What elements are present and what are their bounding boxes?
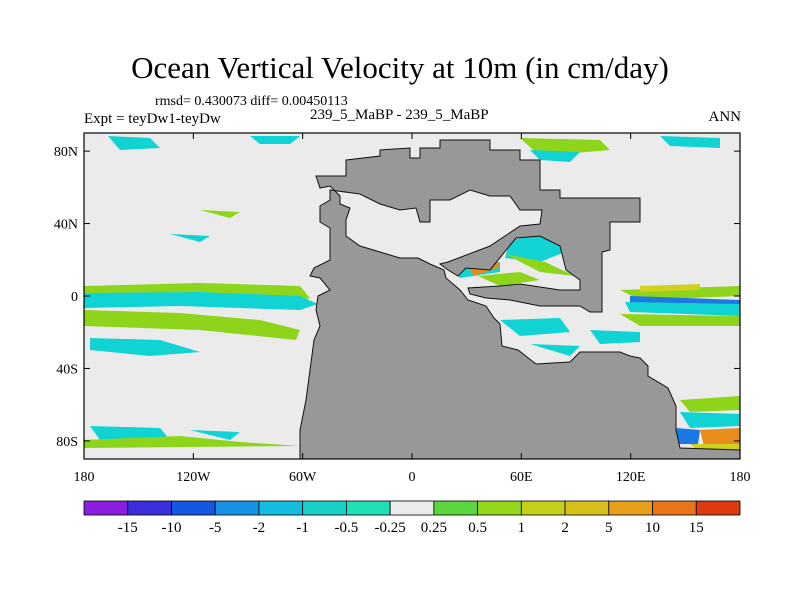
plot-title: Ocean Vertical Velocity at 10m (in cm/da… <box>131 50 669 85</box>
lon-tick-label: 60W <box>289 470 317 485</box>
colorbar-swatch <box>258 500 304 516</box>
colorbar-swatch <box>564 500 610 516</box>
colorbar-label: 0.5 <box>468 520 487 536</box>
colorbar-swatch <box>214 500 260 516</box>
colorbar-swatch <box>83 500 129 516</box>
colorbar-label: -0.25 <box>375 520 406 536</box>
colorbar-swatch <box>608 500 653 516</box>
mid-lat-cyan-1 <box>170 234 210 242</box>
equatorial-band-west <box>84 292 318 310</box>
axis-ticks <box>83 133 741 459</box>
east-yellow-strip <box>640 284 700 292</box>
season-label: ANN <box>708 109 742 125</box>
velocity-field <box>84 136 740 459</box>
lon-tick-label: 180 <box>730 470 751 485</box>
southern-cyan-2 <box>190 430 240 440</box>
lat-tick-label: 0 <box>71 290 78 305</box>
colorbar-label: -10 <box>161 520 181 536</box>
colorbar-label: 0.25 <box>421 520 447 536</box>
lat-tick-label: 80S <box>56 435 78 450</box>
southern-green-2 <box>680 396 740 412</box>
colorbar-swatch <box>389 500 435 516</box>
colorbar-label: 10 <box>645 520 660 536</box>
longitude-labels: 180 120W 60W 0 60E 120E 180 <box>74 470 751 485</box>
lon-tick-label: 120E <box>616 470 646 485</box>
colorbar-label: -5 <box>209 520 222 536</box>
mid-lat-green-1 <box>200 210 240 218</box>
continent-landmass <box>299 139 740 459</box>
lon-tick-label: 60E <box>510 470 533 485</box>
southern-orange-patch <box>700 428 740 446</box>
colorbar-label: -0.5 <box>335 520 359 536</box>
colorbar-swatch <box>171 500 216 516</box>
lat-tick-label: 40S <box>56 362 78 377</box>
colorbar-swatch <box>652 500 697 516</box>
arctic-cyan-patch-3 <box>530 150 580 162</box>
southern-green-1 <box>84 436 300 448</box>
south-equatorial-band-west <box>84 310 300 340</box>
arctic-cyan-patch <box>108 136 160 150</box>
southern-cyan-3 <box>680 412 740 428</box>
colorbar-swatch <box>345 500 391 516</box>
equatorial-cyan-east <box>625 302 740 316</box>
experiment-label: Expt = teyDw1-teyDw <box>84 111 221 127</box>
lat-tick-label: 40N <box>54 218 78 233</box>
colorbar-swatch <box>695 500 741 516</box>
southern-cyan-1 <box>90 426 170 440</box>
colorbar-swatch <box>520 500 566 516</box>
south-cyan-1 <box>500 318 570 336</box>
colorbar-label: 15 <box>689 520 704 536</box>
arctic-cyan-patch-2 <box>250 136 300 144</box>
lon-tick-label: 0 <box>409 470 416 485</box>
gulf-green-patch <box>505 254 575 276</box>
south-tropical-blob <box>90 338 200 356</box>
latitude-labels: 80N 40N 0 40S 80S <box>54 145 78 450</box>
lon-tick-label: 180 <box>74 470 95 485</box>
colorbar-swatch <box>433 500 479 516</box>
south-cyan-3 <box>530 344 580 356</box>
colorbar-swatch <box>477 500 522 516</box>
colorbar-label: -2 <box>253 520 266 536</box>
colorbar-label: 2 <box>561 520 569 536</box>
arctic-cyan-patch-4 <box>660 136 720 148</box>
rmsd-diff-stats: rmsd= 0.430073 diff= 0.00450113 <box>155 94 348 109</box>
colorbar-label: 5 <box>605 520 613 536</box>
colorbar: -15 -10 -5 -2 -1 -0.5 -0.25 0.25 0.5 1 2 5 10 15 <box>83 500 741 536</box>
lon-tick-label: 120W <box>176 470 211 485</box>
south-band-east <box>620 314 740 326</box>
gulf-channel-green <box>478 272 540 286</box>
colorbar-label: -1 <box>296 520 309 536</box>
colorbar-swatch <box>302 500 347 516</box>
lat-tick-label: 80N <box>54 145 78 160</box>
colorbar-label: 1 <box>518 520 526 536</box>
colorbar-label: -15 <box>118 520 138 536</box>
southern-blue-patch <box>676 428 700 444</box>
colorbar-swatch <box>127 500 172 516</box>
south-cyan-2 <box>590 330 640 344</box>
case-label: 239_5_MaBP - 239_5_MaBP <box>310 107 489 123</box>
